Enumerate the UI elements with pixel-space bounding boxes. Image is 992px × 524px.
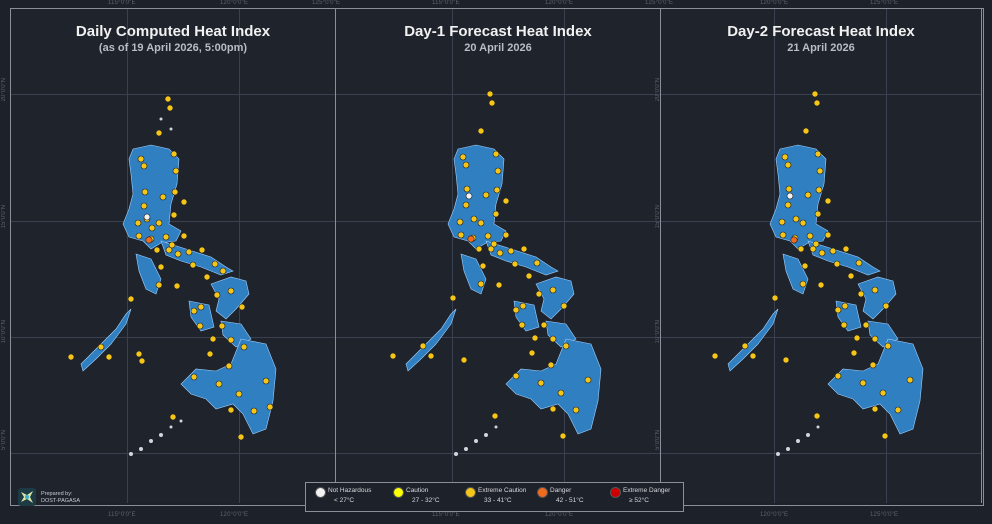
tick-label: 120°0'0"E: [545, 0, 574, 6]
tick-label: 15°0'0"N: [655, 205, 661, 229]
red-dot-icon: [610, 487, 621, 498]
tick-label: 115°0'0"E: [432, 0, 460, 6]
philippines-map: [711, 90, 924, 456]
tick-label: 115°0'0"E: [108, 0, 136, 6]
legend: Not Hazardous < 27°C Caution 27 - 32°C E…: [305, 482, 684, 512]
panel-subtitle: (as of 19 April 2026, 5:00pm): [98, 42, 248, 54]
orange-dot-icon: [537, 487, 548, 498]
tick-label: 120°0'0"E: [760, 0, 789, 6]
tick-label: 120°0'0"E: [545, 512, 574, 518]
panel-subtitle: 20 April 2026: [464, 42, 532, 54]
tick-label: 120°0'0"E: [760, 512, 789, 518]
tick-label: 125°0'0"E: [870, 0, 899, 6]
credit-line1: Prepared by:: [41, 491, 73, 497]
panel-day1-forecast: Day-1 Forecast Heat Index 20 April 2026: [336, 9, 661, 503]
pagasa-logo-icon: [18, 488, 36, 506]
tick-label: 125°0'0"E: [645, 0, 674, 6]
credit-line2: DOST-PAGASA: [41, 498, 81, 504]
gold-dot-icon: [465, 487, 476, 498]
tick-label: 10°0'0"N: [655, 320, 661, 344]
credit-block: Prepared by: DOST-PAGASA: [17, 487, 117, 509]
tick-label: 10°0'0"N: [1, 320, 7, 344]
panel-title: Daily Computed Heat Index: [75, 23, 271, 40]
tick-label: 115°0'0"E: [108, 512, 136, 518]
panel-day2-forecast: Day-2 Forecast Heat Index 21 April 2026: [661, 9, 982, 503]
philippines-map: [389, 90, 602, 456]
tick-label: 120°0'0"E: [220, 512, 249, 518]
panel-title: Day-2 Forecast Heat Index: [727, 23, 915, 40]
panel-daily-computed: Daily Computed Heat Index (as of 19 Apri…: [11, 9, 336, 503]
tick-label: 5°0'0"N: [655, 430, 661, 451]
panel-subtitle: 21 April 2026: [787, 42, 855, 54]
tick-label: 20°0'0"N: [655, 78, 661, 102]
tick-label: 115°0'0"E: [432, 512, 460, 518]
tick-label: 125°0'0"E: [312, 0, 341, 6]
yellow-dot-icon: [393, 487, 404, 498]
white-dot-icon: [315, 487, 326, 498]
tick-label: 20°0'0"N: [1, 78, 7, 102]
philippines-map: [67, 95, 277, 456]
tick-label: 125°0'0"E: [870, 512, 899, 518]
panel-title: Day-1 Forecast Heat Index: [404, 23, 592, 40]
tick-label: 120°0'0"E: [220, 0, 249, 6]
tick-label: 15°0'0"N: [1, 205, 7, 229]
tick-label: 5°0'0"N: [1, 430, 7, 451]
